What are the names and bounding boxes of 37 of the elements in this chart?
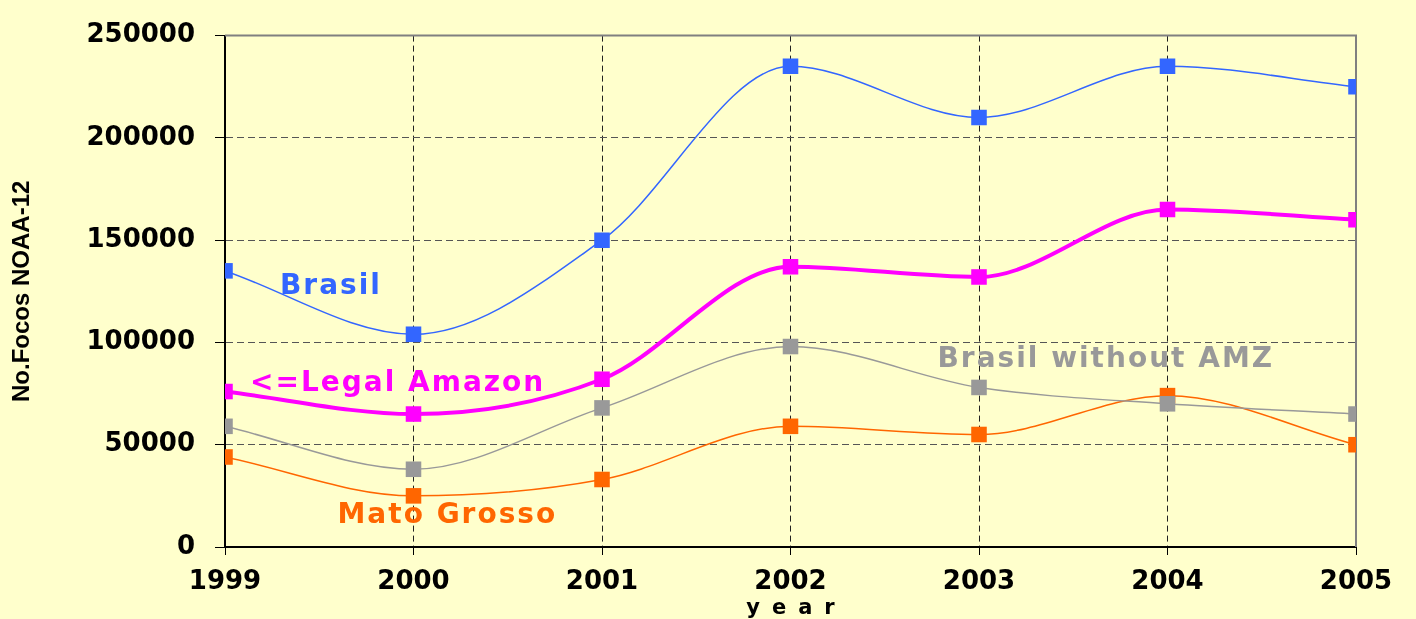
series-label: Brasil without AMZ xyxy=(937,340,1275,374)
x-tick-label: 2000 xyxy=(377,565,450,596)
point xyxy=(594,371,610,388)
point xyxy=(405,406,422,422)
point xyxy=(782,258,799,275)
series-label: <=Legal Amazon xyxy=(250,364,546,398)
point xyxy=(971,109,987,126)
y-axis-title: No.Focos NOAA-12 xyxy=(7,180,35,402)
point xyxy=(971,379,987,396)
point xyxy=(1159,58,1176,75)
point xyxy=(1159,396,1176,412)
point xyxy=(1159,201,1176,218)
point xyxy=(594,400,610,416)
point xyxy=(782,338,799,355)
point xyxy=(782,418,799,435)
series-label: Brasil xyxy=(280,268,382,302)
point xyxy=(594,232,610,248)
series-label: Mato Grosso xyxy=(337,497,558,531)
x-tick-label: 2003 xyxy=(942,565,1016,596)
x-tick-label: 2005 xyxy=(1319,565,1393,596)
y-tick-label: 250000 xyxy=(86,18,195,49)
point xyxy=(971,269,987,285)
point xyxy=(405,326,422,343)
x-tick-label: 1999 xyxy=(188,565,262,596)
x-tick-label: 2001 xyxy=(565,565,639,596)
y-tick-label: 100000 xyxy=(86,325,195,356)
point xyxy=(971,426,987,443)
y-tick-label: 200000 xyxy=(86,120,195,151)
x-tick-label: 2002 xyxy=(754,565,827,596)
x-tick-label: 2004 xyxy=(1131,565,1204,596)
y-tick-label: 50000 xyxy=(104,427,195,458)
x-axis-title: year xyxy=(746,595,847,619)
y-tick-label: 0 xyxy=(176,529,195,560)
y-tick-label: 150000 xyxy=(86,222,195,253)
point xyxy=(594,471,610,488)
point xyxy=(405,461,422,478)
point xyxy=(782,58,799,75)
